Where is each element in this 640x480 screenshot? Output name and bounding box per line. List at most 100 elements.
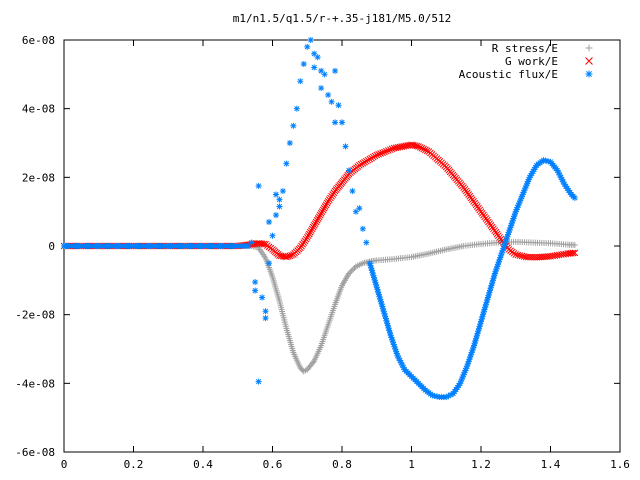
data-point	[362, 157, 370, 165]
x-tick-label: 0	[61, 458, 68, 471]
data-point	[315, 213, 323, 221]
data-point	[518, 252, 526, 260]
data-point	[306, 228, 314, 236]
data-point	[373, 151, 381, 159]
y-tick-label: -2e-08	[15, 309, 55, 322]
data-point	[416, 143, 424, 151]
data-point	[286, 140, 293, 146]
data-point	[335, 102, 342, 109]
data-point	[260, 240, 268, 248]
data-point	[318, 208, 326, 216]
data-point	[514, 251, 522, 259]
data-point	[276, 196, 283, 203]
data-point	[321, 203, 329, 210]
data-point	[293, 105, 300, 112]
data-point	[433, 393, 440, 400]
y-axis-ticks: -6e-08 -4e-08 -2e-08 0 2e-08 4e-08 6e-08	[15, 34, 620, 459]
x-tick-label: 0.2	[124, 458, 144, 471]
x-tick-label: 1.2	[471, 458, 491, 471]
data-point	[276, 203, 283, 210]
data-point	[431, 392, 438, 399]
data-point	[345, 167, 352, 174]
data-point	[283, 160, 290, 167]
x-tick-label: 0.4	[193, 458, 213, 471]
data-point	[252, 279, 259, 286]
data-point	[350, 266, 357, 273]
data-point	[349, 188, 356, 195]
data-point	[297, 78, 304, 85]
data-point	[311, 220, 319, 228]
data-point	[377, 150, 384, 157]
data-point	[375, 150, 383, 158]
data-point	[363, 239, 370, 246]
data-point	[279, 188, 286, 195]
x-tick-label: 0.8	[332, 458, 352, 471]
data-point	[516, 252, 524, 259]
legend-marker-cross	[585, 57, 593, 65]
data-point	[255, 378, 262, 385]
data-point	[366, 155, 374, 163]
data-point	[388, 145, 396, 153]
data-point	[312, 218, 320, 226]
data-point	[314, 215, 322, 222]
data-point	[383, 147, 390, 155]
x-tick-label: 1.6	[610, 458, 630, 471]
data-point	[386, 146, 394, 154]
data-point	[252, 287, 259, 294]
series-acoustic-flux-e	[61, 37, 578, 401]
data-point	[318, 85, 325, 92]
data-point	[418, 144, 426, 152]
data-point	[262, 308, 269, 315]
data-point	[290, 122, 297, 129]
data-point	[569, 249, 577, 257]
series-layer	[60, 37, 579, 401]
data-point	[288, 251, 295, 259]
data-point	[305, 230, 313, 238]
data-point	[307, 37, 314, 43]
data-point	[332, 67, 339, 74]
x-axis-ticks: 0 0.2 0.4 0.6 0.8 1 1.2 1.4 1.6	[61, 40, 630, 471]
data-point	[321, 71, 328, 78]
data-point	[304, 43, 311, 50]
data-point	[266, 218, 273, 225]
data-point	[310, 359, 317, 366]
chart-title: m1/n1.5/q1.5/r-+.35-j181/M5.0/512	[233, 12, 452, 25]
data-point	[357, 160, 365, 168]
legend-marker-plus	[585, 44, 593, 52]
data-point	[310, 222, 318, 229]
data-point	[262, 315, 269, 322]
data-point	[520, 189, 527, 196]
data-point	[332, 119, 339, 126]
data-point	[320, 204, 328, 212]
data-point	[532, 164, 539, 171]
y-tick-label: -6e-08	[15, 446, 55, 459]
data-point	[323, 199, 331, 207]
data-point	[308, 225, 316, 233]
legend-marker-asterisk	[585, 70, 593, 78]
y-tick-label: 6e-08	[22, 34, 55, 47]
data-point	[309, 223, 317, 231]
data-point	[245, 243, 252, 249]
data-point	[359, 159, 367, 167]
legend-label: R stress/E	[492, 42, 558, 55]
data-point	[304, 232, 312, 240]
legend-label: Acoustic flux/E	[459, 68, 558, 81]
data-point	[345, 270, 352, 277]
data-point	[379, 149, 386, 157]
data-point	[313, 216, 321, 224]
data-point	[316, 211, 324, 219]
y-tick-label: 4e-08	[22, 103, 55, 116]
data-point	[269, 232, 276, 239]
data-point	[259, 294, 266, 301]
data-point	[314, 54, 321, 61]
data-point	[413, 142, 421, 150]
data-point	[266, 260, 273, 267]
data-point	[512, 251, 520, 258]
data-point	[557, 174, 564, 181]
data-point	[319, 206, 327, 214]
data-point	[369, 153, 377, 161]
data-point	[255, 182, 262, 189]
data-point	[339, 119, 345, 126]
